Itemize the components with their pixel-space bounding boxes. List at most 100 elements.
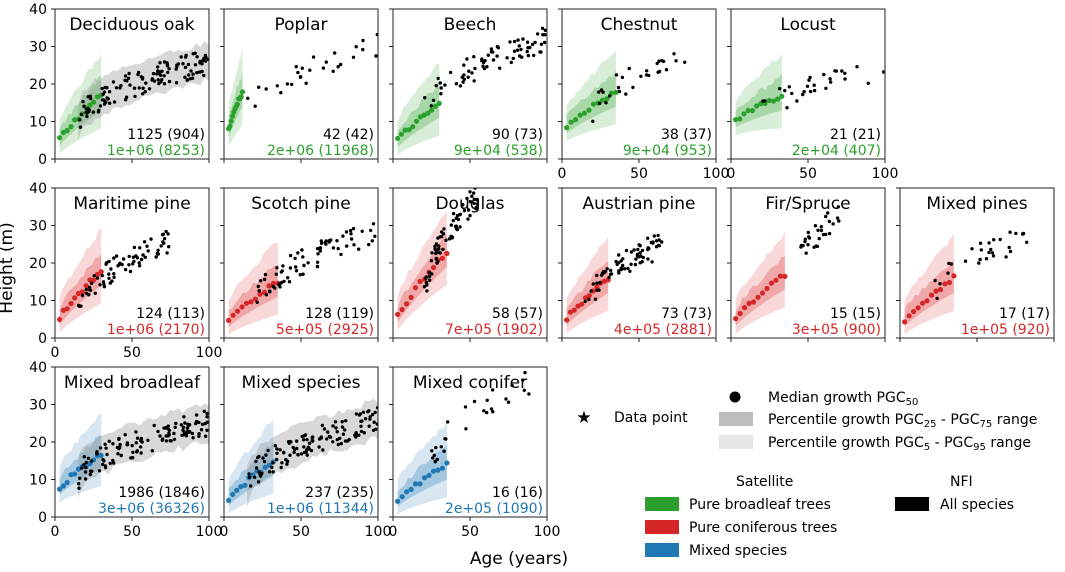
nfi-data-point bbox=[795, 99, 799, 103]
nfi-data-point bbox=[542, 40, 547, 45]
y-tick-label: 40 bbox=[29, 181, 47, 197]
nfi-data-point bbox=[674, 59, 678, 63]
nfi-data-point bbox=[521, 378, 525, 382]
nfi-data-point bbox=[127, 254, 131, 259]
nfi-data-point bbox=[449, 234, 453, 238]
panel-deciduous-oak: 0 10 20 30 40 Deciduous oak 1125 (904)1e+06 (8… bbox=[29, 2, 210, 168]
nfi-data-point bbox=[472, 201, 476, 205]
nfi-data-point bbox=[264, 453, 268, 457]
nfi-data-point bbox=[114, 86, 119, 90]
nfi-data-point bbox=[112, 272, 116, 276]
nfi-data-point bbox=[425, 289, 429, 293]
nfi-data-point bbox=[336, 442, 340, 447]
median-growth-point bbox=[590, 101, 597, 107]
panel-douglas: Douglas 58 (57)7e+05 (1902) bbox=[389, 187, 548, 342]
median-growth-point bbox=[238, 94, 244, 100]
nfi-data-point bbox=[305, 437, 309, 442]
panel-poplar: Poplar 42 (42)2e+06 (11968) bbox=[220, 8, 379, 163]
median-growth-point bbox=[229, 113, 235, 119]
nfi-data-point bbox=[806, 230, 810, 235]
nfi-data-point bbox=[441, 247, 445, 252]
nfi-data-point bbox=[108, 461, 112, 466]
median-growth-point bbox=[430, 468, 437, 474]
nfi-count-label: 21 (21) bbox=[830, 127, 881, 143]
median-growth-point bbox=[604, 96, 610, 102]
nfi-data-point bbox=[444, 437, 448, 441]
nfi-data-point bbox=[91, 110, 95, 114]
nfi-data-point bbox=[260, 471, 264, 476]
nfi-data-point bbox=[422, 285, 427, 289]
satellite-count-label: 5e+05 (2925) bbox=[276, 322, 374, 338]
nfi-data-point bbox=[266, 448, 270, 453]
nfi-data-point bbox=[595, 288, 599, 292]
panel-chestnut: 0 50 100 Chestnut 38 (37)9e+04 (953) bbox=[558, 8, 729, 182]
median-growth-point bbox=[430, 264, 437, 271]
inner-percentile-band bbox=[566, 260, 609, 326]
nfi-data-point bbox=[490, 388, 495, 392]
nfi-data-point bbox=[169, 439, 173, 443]
nfi-data-point bbox=[308, 68, 312, 72]
x-tick-label: 0 bbox=[51, 524, 60, 540]
nfi-data-point bbox=[146, 249, 150, 253]
nfi-data-point bbox=[82, 463, 86, 467]
nfi-data-point bbox=[357, 247, 361, 251]
nfi-data-point bbox=[532, 53, 536, 58]
nfi-count-label: 1125 (904) bbox=[127, 127, 205, 143]
nfi-data-point bbox=[881, 70, 885, 74]
nfi-data-point bbox=[843, 77, 847, 81]
nfi-data-point bbox=[539, 42, 544, 46]
nfi-data-point bbox=[165, 61, 169, 65]
nfi-data-point bbox=[472, 399, 477, 404]
nfi-data-point bbox=[304, 450, 308, 454]
legend-outer-swatch bbox=[719, 435, 753, 449]
median-growth-point bbox=[425, 110, 431, 116]
legend-nfi-swatch bbox=[895, 497, 929, 511]
nfi-data-point bbox=[617, 269, 621, 273]
nfi-data-point bbox=[462, 63, 466, 67]
nfi-data-point bbox=[141, 253, 145, 257]
x-tick-label: 50 bbox=[123, 345, 141, 361]
nfi-data-point bbox=[128, 83, 132, 87]
x-tick-label: 0 bbox=[727, 166, 736, 182]
median-growth-point bbox=[72, 295, 78, 301]
nfi-data-point bbox=[167, 79, 172, 84]
nfi-data-point bbox=[118, 86, 122, 90]
satellite-count-label: 9e+04 (538) bbox=[454, 143, 543, 159]
median-growth-point bbox=[571, 307, 577, 313]
nfi-data-point bbox=[156, 65, 160, 69]
nfi-data-point bbox=[326, 430, 330, 434]
nfi-data-point bbox=[435, 261, 439, 265]
nfi-data-point bbox=[453, 224, 458, 229]
outer-percentile-band bbox=[735, 231, 785, 334]
median-growth-point bbox=[395, 311, 401, 317]
nfi-data-point bbox=[278, 281, 282, 286]
nfi-data-point bbox=[340, 425, 345, 429]
nfi-data-point bbox=[512, 39, 517, 44]
median-growth-point bbox=[239, 304, 245, 310]
nfi-data-point bbox=[158, 434, 162, 438]
nfi-data-point bbox=[512, 49, 517, 53]
nfi-data-point bbox=[339, 441, 343, 446]
nfi-data-point bbox=[451, 211, 456, 216]
median-growth-point bbox=[746, 300, 752, 306]
nfi-data-point bbox=[285, 462, 289, 466]
nfi-data-point bbox=[806, 235, 811, 239]
nfi-data-point bbox=[656, 233, 660, 238]
inner-percentile-band bbox=[59, 254, 102, 325]
nfi-data-point bbox=[195, 71, 199, 75]
median-growth-point bbox=[98, 269, 104, 275]
nfi-data-point bbox=[315, 260, 320, 264]
nfi-data-point bbox=[105, 86, 109, 90]
y-tick-label: 40 bbox=[29, 2, 47, 18]
nfi-data-point bbox=[806, 243, 810, 247]
nfi-data-point bbox=[268, 290, 272, 294]
nfi-data-point bbox=[777, 87, 782, 91]
nfi-data-point bbox=[593, 297, 598, 301]
nfi-data-point bbox=[345, 244, 349, 248]
panel-title: Locust bbox=[780, 15, 836, 35]
nfi-data-point bbox=[433, 247, 437, 251]
median-growth-point bbox=[64, 127, 70, 134]
median-growth-point bbox=[444, 250, 450, 257]
star-icon: ★ bbox=[576, 408, 591, 428]
nfi-data-point bbox=[587, 297, 591, 302]
